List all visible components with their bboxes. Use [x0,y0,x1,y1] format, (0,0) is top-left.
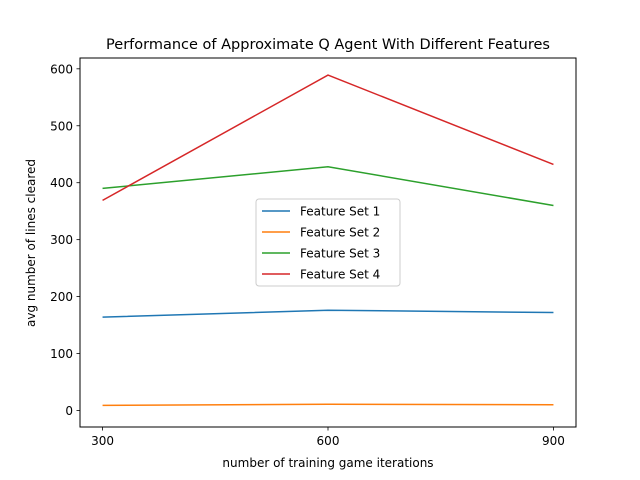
x-tick-label: 600 [317,434,340,448]
y-tick-label: 100 [50,347,73,361]
y-axis-label: avg number of lines cleared [24,159,38,327]
legend-label-1: Feature Set 1 [300,205,380,219]
series-line-1 [102,309,554,318]
y-tick-label: 600 [50,62,73,76]
legend: Feature Set 1 Feature Set 2 Feature Set 3 F… [255,198,401,287]
x-tick-label: 900 [542,434,565,448]
legend-label-2: Feature Set 2 [300,226,380,240]
chart-title: Performance of Approximate Q Agent With … [106,37,550,53]
y-tick-label: 200 [50,290,73,304]
legend-label-3: Feature Set 3 [300,247,380,261]
legend-label-4: Feature Set 4 [300,268,380,282]
y-tick-label: 500 [50,119,73,133]
y-tick-label: 400 [50,176,73,190]
series-line-4 [102,74,554,202]
legend-box [255,198,401,287]
x-axis-label: number of training game iterations [222,456,433,470]
y-tick-label: 0 [65,404,73,418]
y-tick-label: 300 [50,233,73,247]
plot-area [102,74,554,407]
x-tick-label: 300 [91,434,114,448]
series-line-2 [102,403,554,407]
series-line-3 [102,166,554,207]
x-axis: 300 600 900 [91,427,565,448]
y-axis: 0 100 200 300 400 500 600 [50,62,80,418]
